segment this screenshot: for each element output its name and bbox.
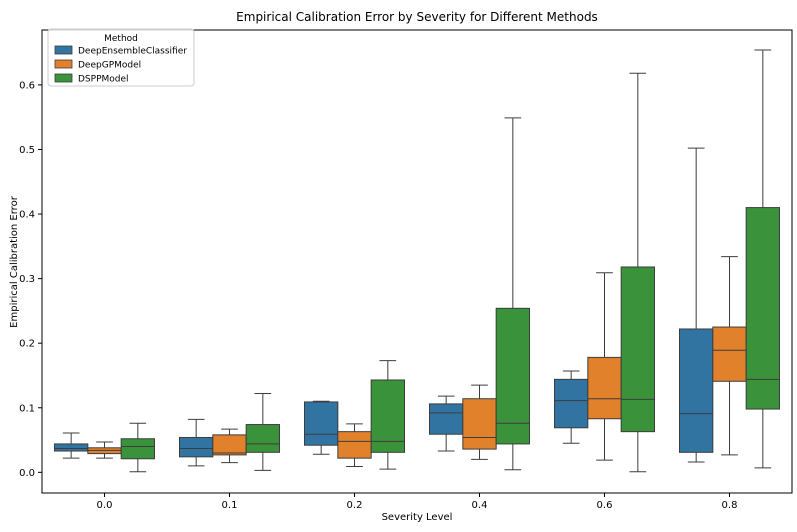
- plot-frame: [41, 29, 793, 494]
- legend-label: DeepGPModel: [78, 61, 141, 71]
- box-iqr: [554, 378, 589, 429]
- legend-frame: [47, 28, 195, 87]
- box-iqr: [462, 398, 497, 450]
- legend-label: DSPPModel: [78, 75, 129, 85]
- box-plots: [54, 49, 781, 473]
- box-iqr: [54, 443, 89, 452]
- box-DeepGPModel-0.6: [587, 272, 622, 461]
- box-DeepEnsembleClassifier-0.0: [54, 432, 89, 459]
- box-iqr: [587, 356, 622, 420]
- box-iqr: [370, 379, 405, 453]
- box-DeepEnsembleClassifier-0.8: [679, 147, 714, 463]
- box-DSPPModel-0.4: [495, 117, 530, 471]
- legend-item: DeepGPModel: [54, 59, 141, 71]
- y-axis: 0.0 0.1 0.2 0.3 0.4 0.5 0.6: [19, 80, 42, 479]
- box-iqr: [495, 307, 530, 445]
- box-iqr: [245, 424, 281, 453]
- box-iqr: [304, 401, 339, 446]
- box-iqr: [179, 436, 214, 458]
- legend-items: DeepEnsembleClassifier DeepGPModel DSPPMod…: [54, 45, 187, 85]
- x-axis-label: Severity Level: [382, 512, 453, 523]
- legend-title: Method: [104, 34, 138, 44]
- box-DSPPModel-0.2: [370, 360, 405, 470]
- box-DSPPModel-0.6: [620, 72, 656, 473]
- y-tick-label: 0.6: [19, 80, 35, 91]
- y-tick-label: 0.0: [19, 468, 35, 479]
- box-DeepGPModel-0.1: [212, 428, 247, 464]
- box-iqr: [120, 438, 155, 460]
- box-DeepEnsembleClassifier-0.4: [429, 395, 464, 452]
- box-DeepGPModel-0.4: [462, 384, 497, 460]
- legend: Method DeepEnsembleClassifier DeepGPModel…: [47, 28, 195, 87]
- y-tick-label: 0.2: [19, 339, 35, 350]
- legend-label: DeepEnsembleClassifier: [78, 47, 187, 57]
- box-DeepGPModel-0.2: [337, 423, 372, 468]
- y-axis-label: Empirical Calibration Error: [9, 195, 20, 328]
- x-tick-label: 0.8: [722, 500, 738, 511]
- box-DeepGPModel-0.8: [712, 256, 747, 456]
- box-DSPPModel-0.8: [745, 49, 781, 469]
- y-tick-label: 0.4: [19, 210, 35, 221]
- box-DeepEnsembleClassifier-0.6: [554, 370, 589, 444]
- legend-swatch: [54, 73, 73, 83]
- box-iqr: [429, 403, 464, 435]
- x-tick-label: 0.6: [597, 500, 613, 511]
- box-iqr: [620, 266, 656, 433]
- box-iqr: [745, 207, 781, 410]
- y-tick-label: 0.3: [19, 274, 35, 285]
- box-DSPPModel-0.0: [120, 422, 155, 473]
- x-tick-label: 0.4: [472, 500, 488, 511]
- y-tick-label: 0.1: [19, 403, 35, 414]
- box-iqr: [337, 431, 372, 459]
- legend-swatch: [54, 45, 73, 55]
- box-DeepGPModel-0.0: [87, 441, 122, 459]
- legend-item: DeepEnsembleClassifier: [54, 45, 187, 57]
- legend-item: DSPPModel: [54, 73, 129, 85]
- box-iqr: [212, 434, 247, 456]
- box-DeepEnsembleClassifier-0.2: [304, 400, 339, 455]
- x-tick-label: 0.1: [222, 500, 238, 511]
- box-iqr: [679, 328, 714, 453]
- box-DSPPModel-0.1: [245, 393, 281, 471]
- box-iqr: [712, 326, 747, 382]
- x-axis: 0.0 0.1 0.2 0.4 0.6 0.8: [97, 493, 738, 511]
- x-tick-label: 0.0: [97, 500, 113, 511]
- x-tick-label: 0.2: [347, 500, 363, 511]
- box-DeepEnsembleClassifier-0.1: [179, 418, 214, 467]
- chart-title: Empirical Calibration Error by Severity …: [236, 10, 598, 24]
- legend-swatch: [54, 59, 73, 69]
- y-tick-label: 0.5: [19, 145, 35, 156]
